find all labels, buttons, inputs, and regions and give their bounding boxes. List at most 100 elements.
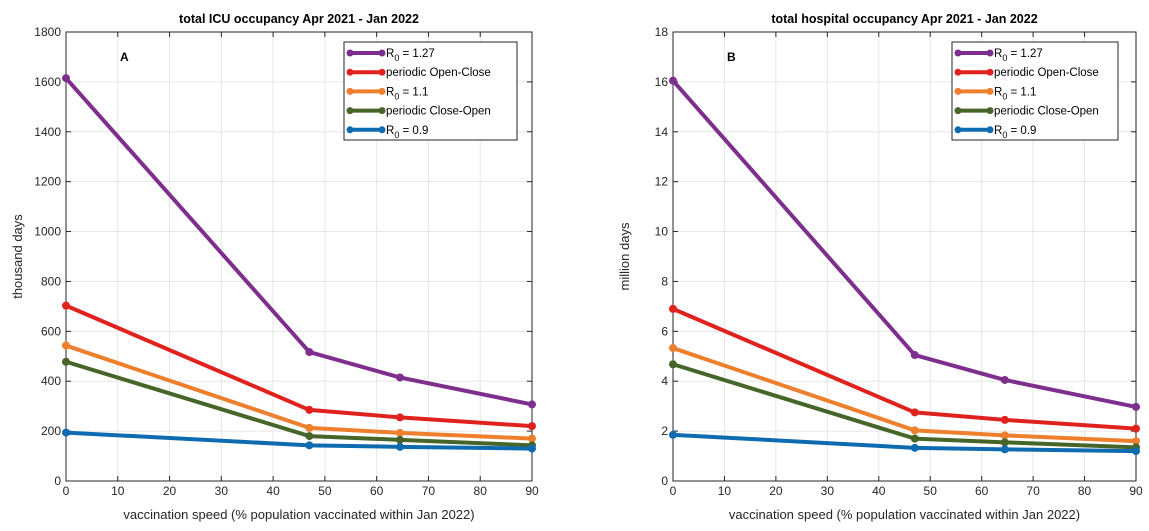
y-tick-label: 400 (41, 374, 61, 388)
x-tick-label: 0 (63, 484, 70, 498)
y-tick-label: 18 (655, 25, 669, 39)
data-point (669, 76, 677, 85)
legend-item: R0 = 1.27 (346, 48, 435, 63)
axes-box (672, 31, 1137, 482)
x-tick-label: 40 (872, 484, 886, 498)
x-axis-label: vaccination speed (% population vaccinat… (729, 507, 1080, 522)
x-tick-label: 30 (215, 484, 229, 498)
legend-swatch-marker (346, 126, 354, 134)
legend-item: periodic Close-Open (346, 106, 491, 118)
legend-item: R0 = 1.1 (346, 86, 428, 101)
data-point (62, 74, 70, 83)
series-line (671, 362, 1138, 450)
y-tick-label: 8 (661, 274, 668, 288)
series-line (64, 343, 534, 441)
y-tick-label: 1000 (34, 225, 61, 239)
legend-label: periodic Open-Close (386, 67, 491, 79)
legend-swatch-marker (346, 49, 354, 57)
panel-label: A (120, 50, 129, 64)
series-line (671, 346, 1138, 444)
chart-panel-a: 0 10 20 30 40 50 60 70 80 90 0 200 400 600 800 1000 1200… (10, 12, 539, 522)
series-orange (669, 344, 1140, 446)
legend-label: R0 = 1.27 (386, 48, 435, 63)
legend-label: R0 = 1.1 (386, 86, 428, 101)
legend-swatch-marker (378, 126, 386, 134)
series-line (64, 76, 534, 407)
legend-swatch-marker (954, 87, 962, 95)
data-point (669, 344, 677, 353)
legend-swatch-marker (986, 68, 994, 76)
y-tick-label: 16 (655, 75, 669, 89)
legend-swatch-marker (986, 107, 994, 115)
series-line (671, 432, 1138, 454)
data-point (62, 341, 70, 350)
legend: R0 = 1.27 periodic Open-Close R0 = 1.1 peri… (343, 41, 518, 141)
legend-swatch-marker (954, 49, 962, 57)
data-point (395, 442, 404, 451)
legend-label: R0 = 1.1 (994, 86, 1036, 101)
y-tick-label: 600 (41, 324, 61, 338)
x-tick-label: 50 (924, 484, 938, 498)
data-point (395, 413, 404, 422)
chart-title: total ICU occupancy Apr 2021 - Jan 2022 (179, 12, 419, 26)
legend-swatch-marker (346, 87, 354, 95)
x-tick-label: 20 (769, 484, 783, 498)
data-point (395, 435, 404, 444)
data-point (669, 304, 677, 313)
legend-item: periodic Open-Close (346, 67, 491, 79)
x-tick-label: 80 (474, 484, 488, 498)
chart-panel-b: 0 10 20 30 40 50 60 70 80 90 0 2 4 6 8 10 12 14 16 18 total … (617, 12, 1143, 522)
x-tick-label: 70 (1026, 484, 1040, 498)
data-point (528, 400, 536, 409)
legend-swatch-marker (986, 126, 994, 134)
data-point (1000, 445, 1009, 454)
x-tick-label: 90 (525, 484, 539, 498)
legend-item: R0 = 1.1 (954, 86, 1036, 101)
y-tick-label: 4 (661, 374, 668, 388)
series-purple (62, 74, 536, 409)
data-point (669, 430, 677, 439)
legend-item: periodic Close-Open (954, 106, 1099, 118)
legend-label: periodic Close-Open (386, 106, 491, 118)
series-purple (669, 76, 1140, 411)
data-point (62, 301, 70, 310)
x-tick-label: 20 (163, 484, 177, 498)
data-point (62, 428, 70, 437)
legend-label: R0 = 1.27 (994, 48, 1043, 63)
series-line (671, 78, 1138, 409)
legend-swatch-marker (378, 107, 386, 115)
legend-item: R0 = 0.9 (954, 125, 1036, 140)
series-red (669, 304, 1140, 433)
data-point (1000, 415, 1009, 424)
legend-label: periodic Close-Open (994, 106, 1099, 118)
y-tick-label: 14 (655, 125, 669, 139)
legend: R0 = 1.27 periodic Open-Close R0 = 1.1 peri… (951, 41, 1119, 141)
legend-item: periodic Open-Close (954, 67, 1099, 79)
x-tick-label: 90 (1129, 484, 1143, 498)
x-tick-label: 60 (370, 484, 384, 498)
y-tick-label: 10 (655, 225, 669, 239)
legend-swatch-marker (378, 49, 386, 57)
data-point (62, 357, 70, 366)
x-tick-label: 80 (1078, 484, 1092, 498)
y-tick-label: 800 (41, 274, 61, 288)
data-point (910, 426, 919, 435)
data-point (305, 348, 314, 357)
panel-label: B (727, 50, 736, 64)
legend-swatch-marker (986, 49, 994, 57)
data-point (1132, 402, 1140, 411)
data-point (669, 360, 677, 369)
y-axis-label: thousand days (10, 214, 25, 299)
data-point (910, 443, 919, 452)
series-line (64, 359, 534, 448)
series-line (671, 306, 1138, 431)
legend-item: R0 = 1.27 (954, 48, 1043, 63)
data-point (1000, 375, 1009, 384)
legend-swatch-marker (346, 107, 354, 115)
legend-label: R0 = 0.9 (386, 125, 428, 140)
x-tick-label: 30 (821, 484, 835, 498)
data-point (910, 434, 919, 443)
y-tick-label: 0 (54, 474, 61, 488)
y-tick-label: 0 (661, 474, 668, 488)
y-tick-label: 6 (661, 324, 668, 338)
